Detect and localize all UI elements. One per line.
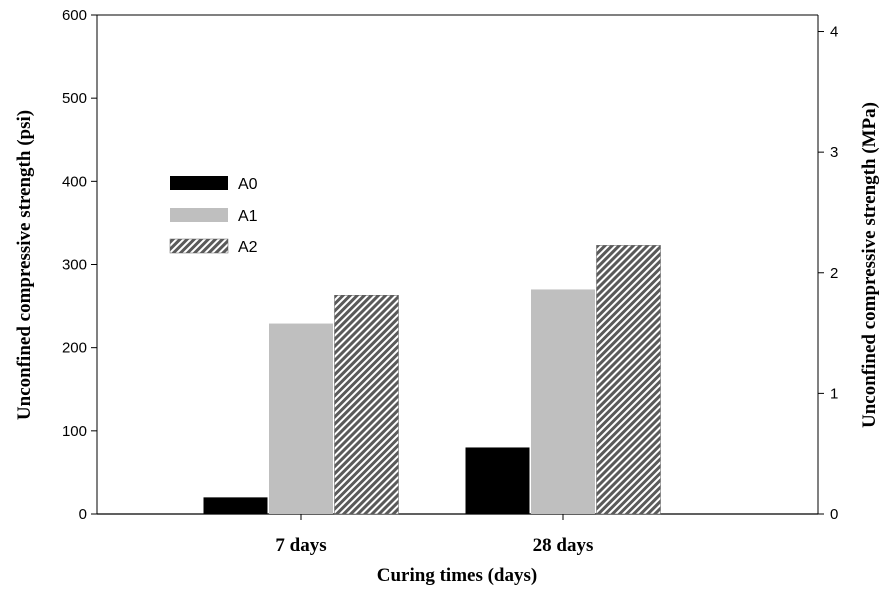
plot-frame [96, 14, 819, 515]
x-tick-label: 7 days [275, 535, 326, 556]
bar-a0-1 [465, 447, 530, 514]
right-y-tick-label: 0 [830, 506, 838, 523]
bar-a1-0 [269, 323, 333, 514]
bar-a1-1 [531, 289, 595, 514]
bar-a2-1 [596, 245, 661, 515]
legend-swatch [170, 176, 228, 190]
legend-label: A2 [238, 239, 258, 256]
x-tick-label: 28 days [533, 535, 594, 556]
left-y-tick-label: 600 [62, 7, 87, 24]
right-y-tick-label: 3 [830, 144, 838, 161]
bars [203, 245, 661, 515]
right-y-tick-label: 2 [830, 265, 838, 282]
right-y-axis-title: Unconfined compressive strength (MPa) [859, 102, 880, 428]
left-y-tick-label: 200 [62, 340, 87, 357]
left-y-tick-label: 400 [62, 173, 87, 190]
left-y-tick-label: 500 [62, 90, 87, 107]
right-y-tick-label: 1 [830, 385, 838, 402]
legend-swatch [169, 238, 229, 254]
left-y-ticks: 0 100 200 300 400 500 600 [62, 7, 97, 523]
bar-a2-0 [334, 295, 399, 515]
x-axis-title: Curing times (days) [377, 565, 537, 586]
legend-swatch [170, 208, 228, 222]
legend-label: A0 [238, 176, 258, 193]
legend-label: A1 [238, 208, 258, 225]
right-y-ticks: 0 1 2 3 4 [818, 24, 838, 523]
right-y-tick-label: 4 [830, 24, 838, 41]
left-y-tick-label: 300 [62, 257, 87, 274]
x-ticks: 7 days 28 days [275, 514, 593, 556]
left-y-axis-title: Unconfined compressive strength (psi) [14, 110, 35, 420]
bar-a0-0 [203, 497, 268, 514]
left-y-tick-label: 100 [62, 423, 87, 440]
legend: A0 A1 A2 [169, 176, 258, 256]
left-y-tick-label: 0 [79, 506, 87, 523]
